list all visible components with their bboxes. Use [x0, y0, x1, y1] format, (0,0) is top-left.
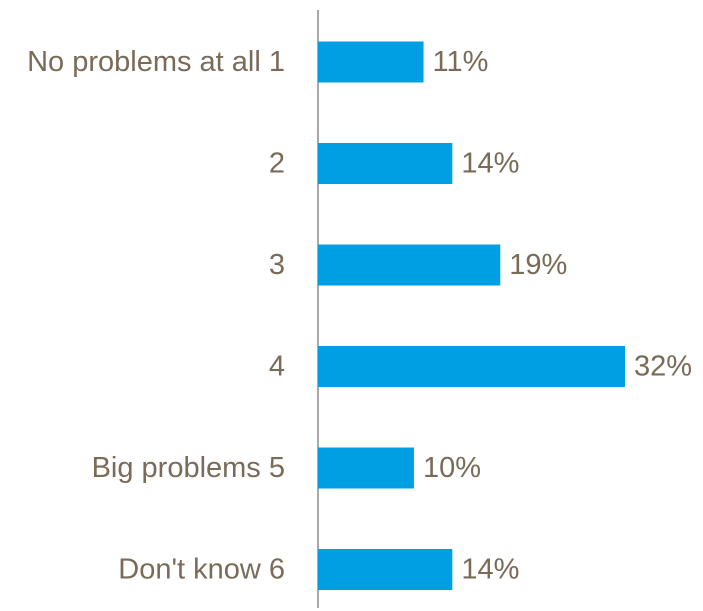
value-label-4: 10%	[423, 452, 481, 484]
value-label-3: 32%	[634, 351, 692, 383]
category-label-0: No problems at all 1	[27, 46, 285, 78]
bar-4	[318, 447, 414, 489]
bar-1	[318, 143, 453, 184]
bar-0	[318, 41, 424, 83]
bar-5	[318, 549, 453, 590]
category-label-2: 3	[269, 249, 285, 281]
category-label-1: 2	[269, 148, 285, 180]
category-label-4: Big problems 5	[92, 452, 285, 484]
bar-2	[318, 244, 501, 286]
value-label-2: 19%	[509, 249, 567, 281]
value-label-0: 11%	[433, 46, 489, 78]
category-label-3: 4	[269, 351, 285, 383]
bars-group	[318, 41, 625, 590]
category-label-5: Don't know 6	[118, 554, 285, 586]
value-labels-group: 11% 14% 19% 32% 10% 14%	[423, 46, 692, 586]
bar-3	[318, 346, 625, 387]
value-label-1: 14%	[461, 148, 519, 180]
category-labels-group: No problems at all 1 2 3 4 Big problems 5 Don…	[27, 46, 285, 586]
value-label-5: 14%	[461, 554, 519, 586]
